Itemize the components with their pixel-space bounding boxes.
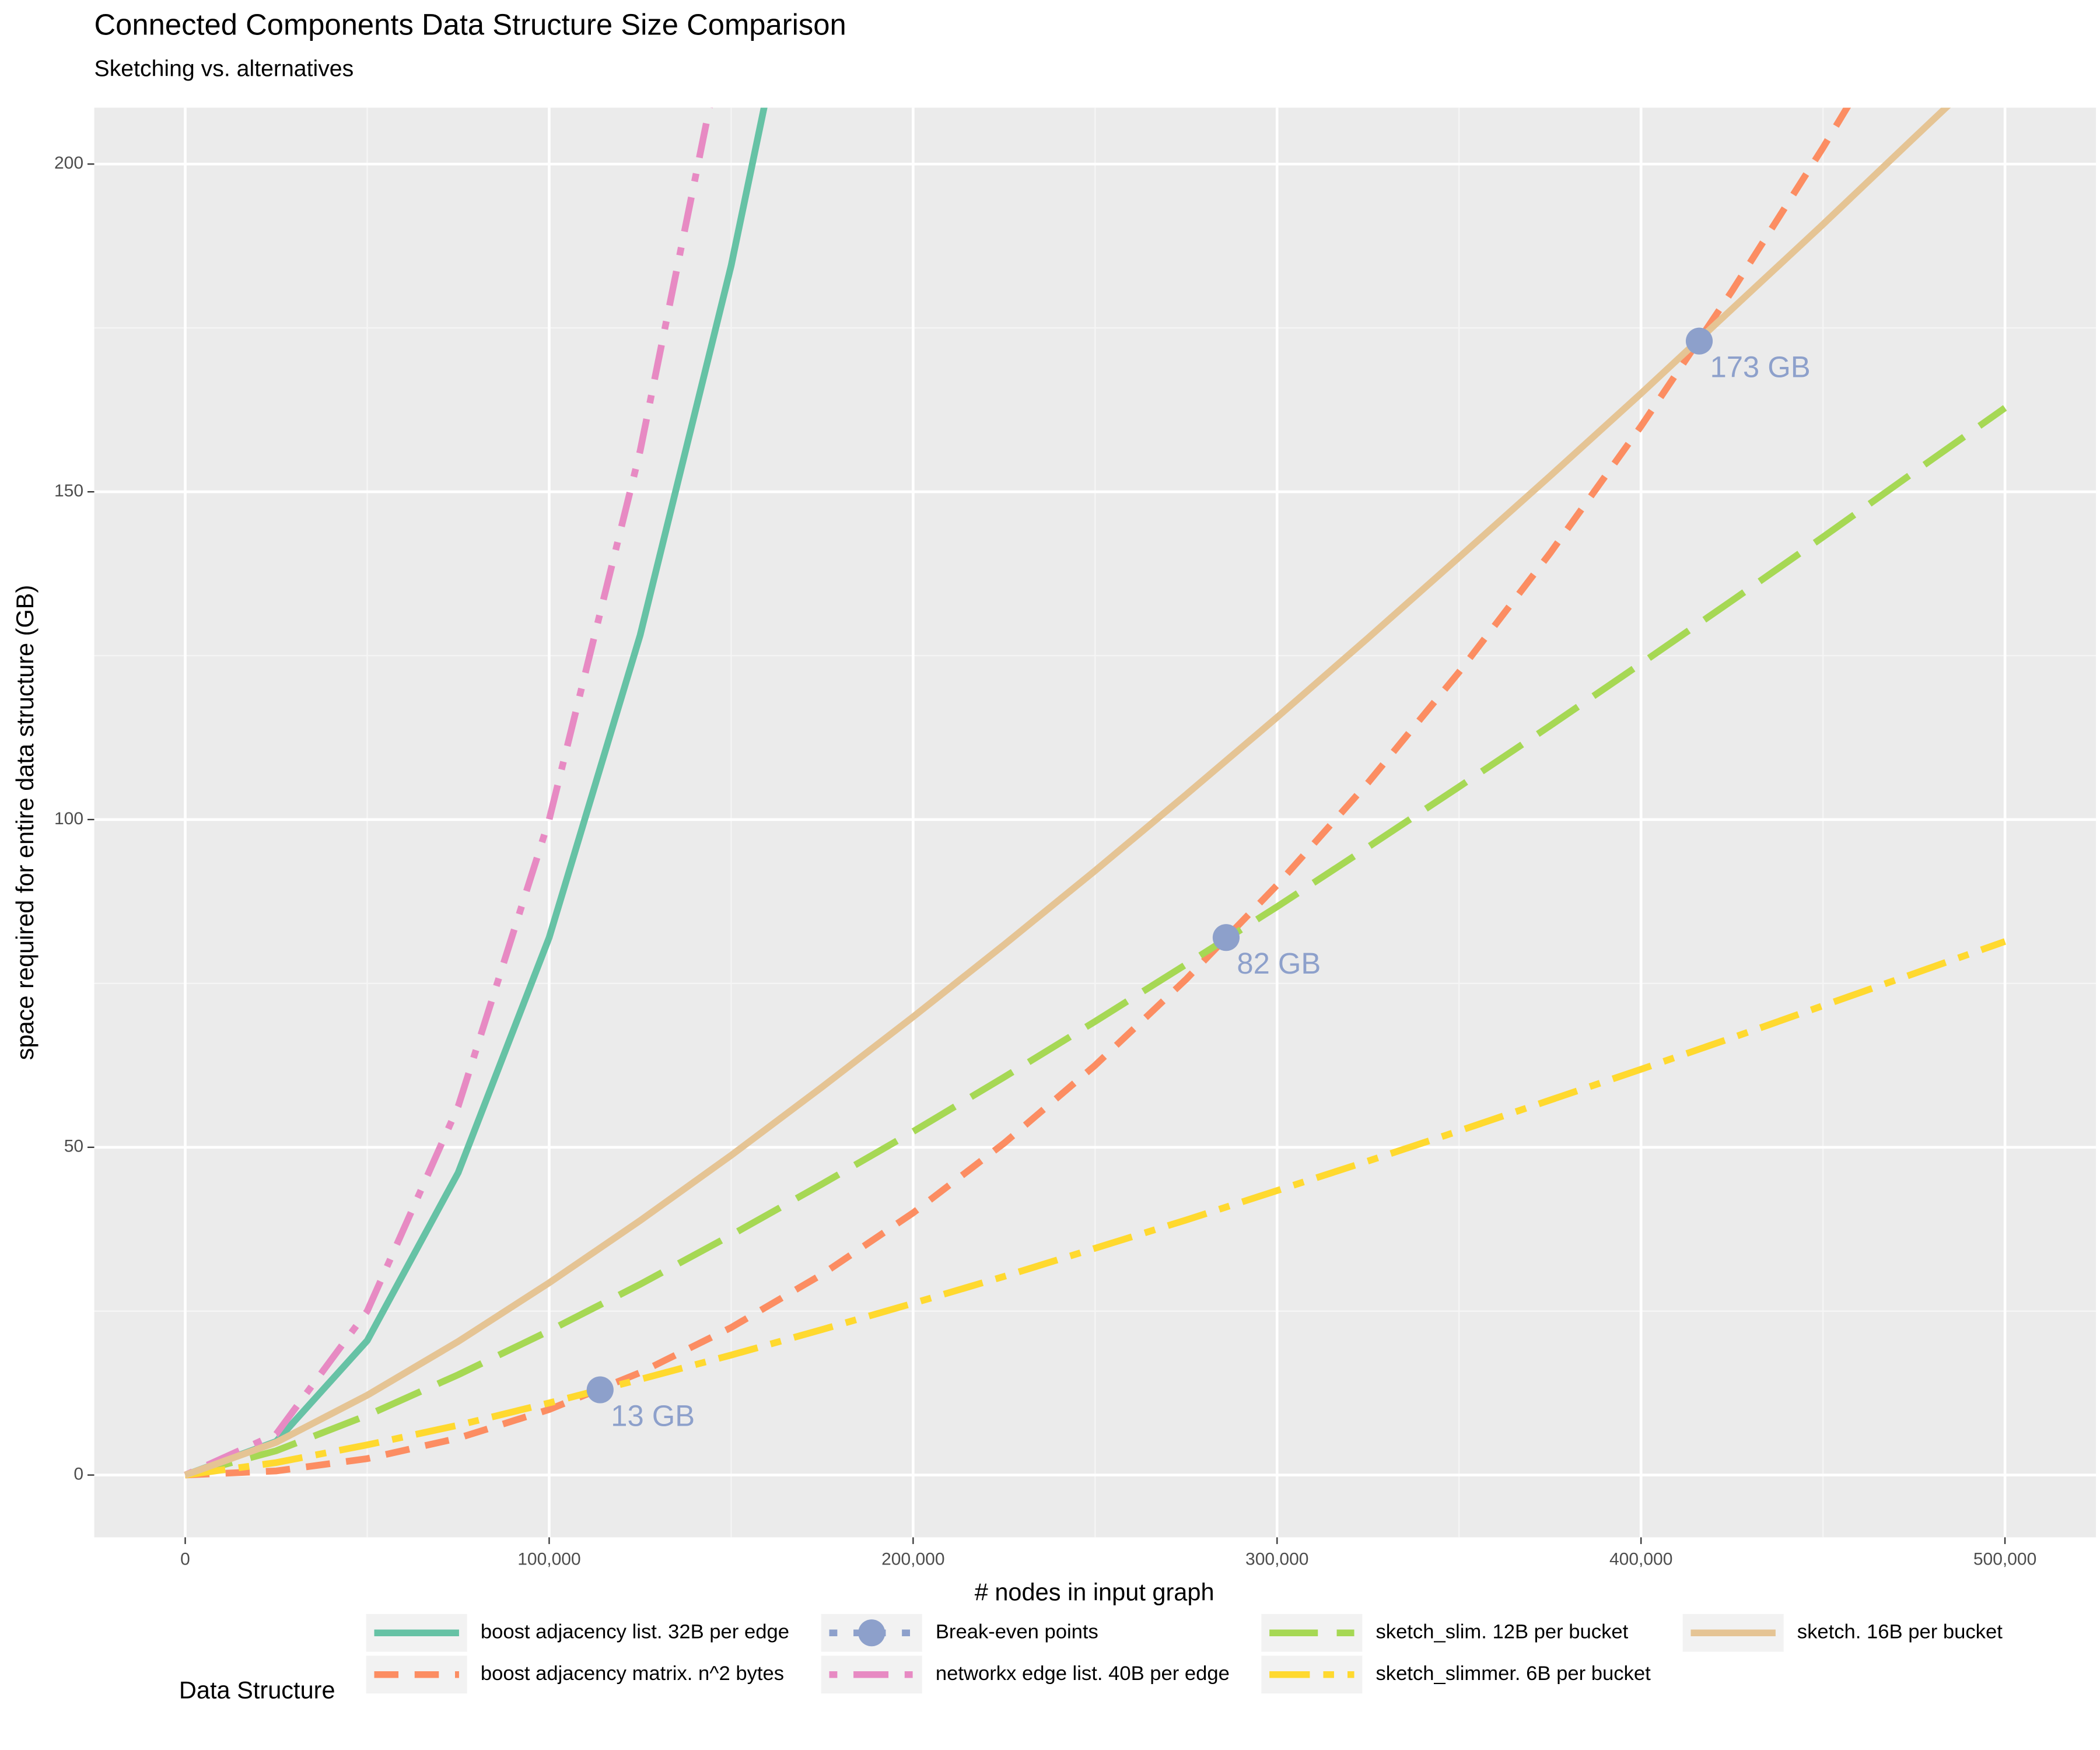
legend-label: sketch_slimmer. 6B per bucket <box>1376 1662 1651 1685</box>
legend-title: Data Structure <box>179 1676 335 1704</box>
x-tick-label: 0 <box>180 1550 190 1569</box>
y-tick-label: 200 <box>54 153 83 173</box>
legend-label: networkx edge list. 40B per edge <box>936 1662 1230 1685</box>
series-line <box>184 107 713 1478</box>
x-axis-label: # nodes in input graph <box>975 1578 1214 1605</box>
x-tick-label: 200,000 <box>881 1550 944 1569</box>
chart-title: Connected Components Data Structure Size… <box>94 8 846 41</box>
legend-label: Break-even points <box>936 1620 1098 1643</box>
point-label: 82 GB <box>1237 947 1321 980</box>
point-label: 173 GB <box>1710 351 1810 384</box>
series-line <box>184 938 2007 1479</box>
legend-label: sketch. 16B per bucket <box>1797 1620 2003 1643</box>
x-tick-label: 300,000 <box>1245 1550 1308 1569</box>
y-tick-label: 0 <box>74 1465 83 1484</box>
legend-key <box>858 1619 886 1647</box>
legend-label: sketch_slim. 12B per bucket <box>1376 1620 1628 1643</box>
series-line <box>184 405 2007 1479</box>
grid: 0 100,000 200,000 300,000 400,000 500,000 0 50 1… <box>54 107 2096 1569</box>
y-axis-label: space required for entire data structure… <box>11 585 38 1060</box>
y-tick-label: 150 <box>54 481 83 501</box>
annotations: 13 GB 82 GB 173 GB <box>611 351 1810 1433</box>
legend-label: boost adjacency matrix. n^2 bytes <box>481 1662 784 1685</box>
series-line <box>184 107 768 1479</box>
series-line <box>185 107 1852 1479</box>
y-tick-label: 50 <box>64 1137 83 1156</box>
x-tick-label: 400,000 <box>1609 1550 1672 1569</box>
y-tick-label: 100 <box>54 809 83 828</box>
plot-lines <box>184 107 2007 1479</box>
legend-label: boost adjacency list. 32B per edge <box>481 1620 789 1643</box>
x-tick-label: 100,000 <box>517 1550 580 1569</box>
chart-subtitle: Sketching vs. alternatives <box>94 55 354 81</box>
point-label: 13 GB <box>611 1399 695 1432</box>
x-tick-label: 500,000 <box>1973 1550 2036 1569</box>
break-even-point <box>1212 924 1240 951</box>
break-even-point <box>1685 327 1713 355</box>
break-even-point <box>586 1376 614 1404</box>
